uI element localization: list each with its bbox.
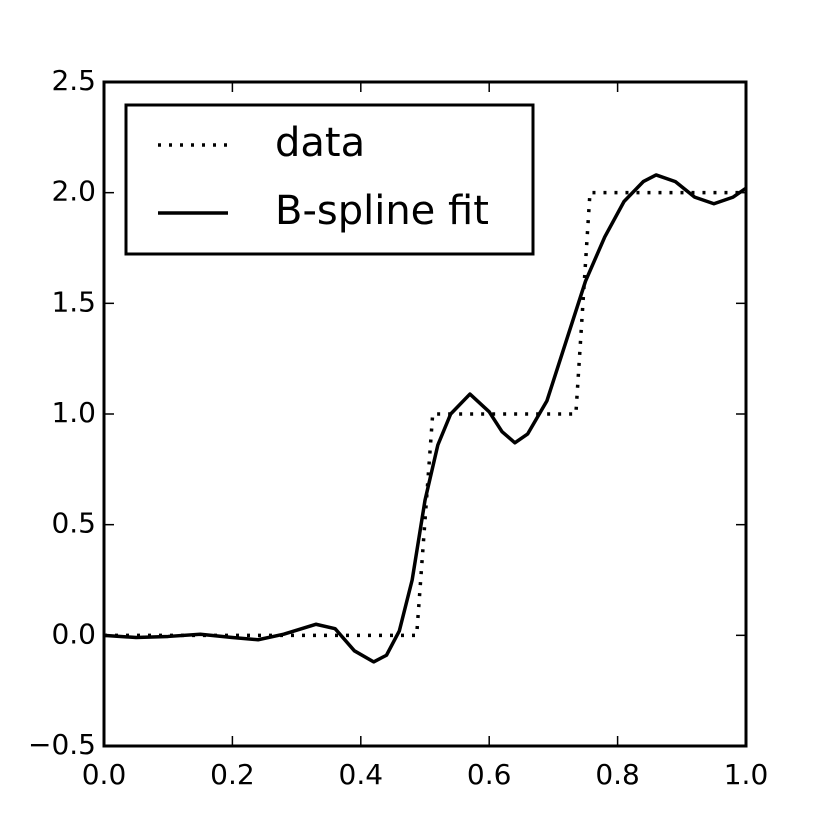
y-tick-label: 2.0 (51, 175, 96, 208)
series-line (104, 190, 746, 638)
x-tick-label: 0.0 (82, 758, 127, 791)
y-tick-label: −0.5 (28, 728, 96, 761)
x-tick-label: 0.4 (339, 758, 384, 791)
x-tick-label: 1.0 (724, 758, 769, 791)
legend-label: B-spline fit (275, 188, 489, 234)
x-tick-label: 0.8 (595, 758, 640, 791)
y-tick-label: 1.5 (51, 285, 96, 318)
legend-label: data (275, 120, 365, 166)
plot-frame (102, 80, 748, 748)
y-tick-label: 2.5 (51, 64, 96, 97)
legend-box (124, 103, 535, 256)
x-tick-label: 0.6 (467, 758, 512, 791)
x-tick-label: 0.2 (210, 758, 255, 791)
series-line (103, 173, 747, 664)
y-tick-label: 1.0 (51, 396, 96, 429)
y-tick-label: 0.5 (51, 507, 96, 540)
y-tick-label: 0.0 (51, 617, 96, 650)
